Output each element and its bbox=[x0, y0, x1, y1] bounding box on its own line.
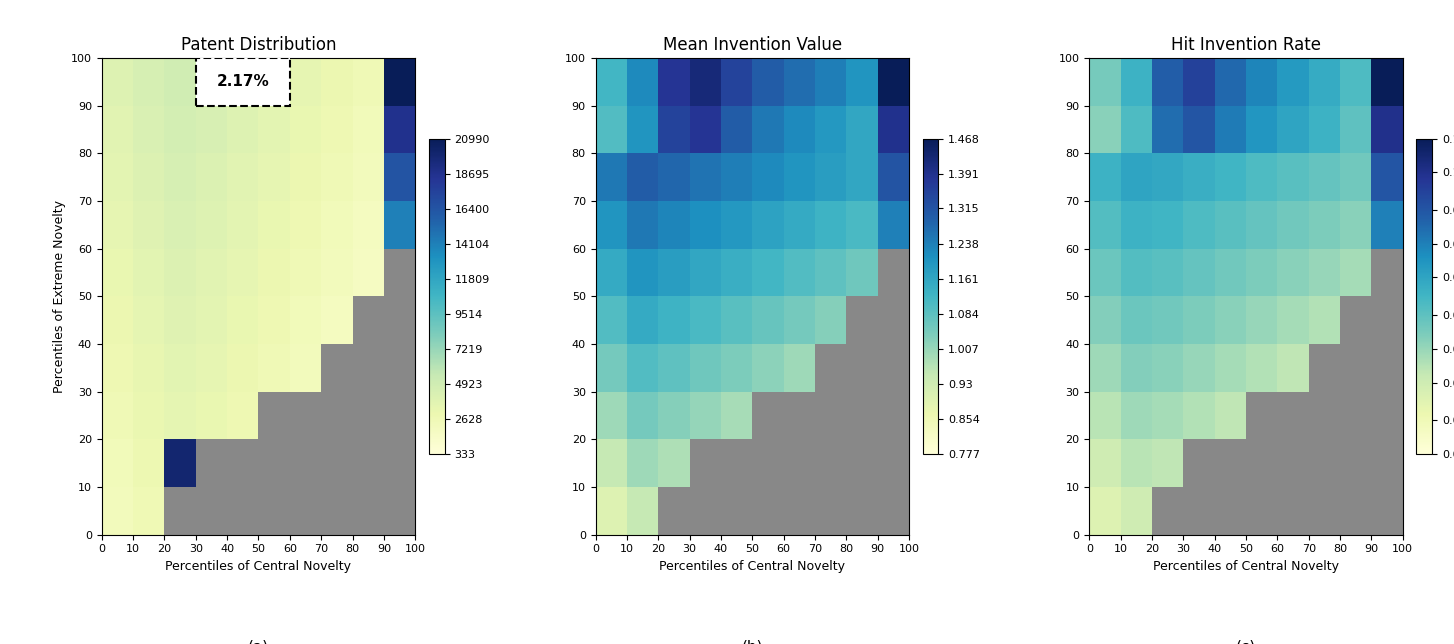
X-axis label: Percentiles of Central Novelty: Percentiles of Central Novelty bbox=[659, 560, 845, 573]
Title: Mean Invention Value: Mean Invention Value bbox=[663, 35, 842, 53]
X-axis label: Percentiles of Central Novelty: Percentiles of Central Novelty bbox=[1153, 560, 1339, 573]
Text: 2.17%: 2.17% bbox=[217, 74, 269, 90]
Title: Hit Invention Rate: Hit Invention Rate bbox=[1170, 35, 1322, 53]
Bar bbox=[196, 58, 289, 106]
X-axis label: Percentiles of Central Novelty: Percentiles of Central Novelty bbox=[166, 560, 352, 573]
Y-axis label: Percentiles of Extreme Novelty: Percentiles of Extreme Novelty bbox=[52, 200, 65, 393]
Title: Patent Distribution: Patent Distribution bbox=[180, 35, 336, 53]
Text: (b): (b) bbox=[742, 639, 763, 644]
Text: (c): (c) bbox=[1236, 639, 1256, 644]
Text: (a): (a) bbox=[249, 639, 269, 644]
